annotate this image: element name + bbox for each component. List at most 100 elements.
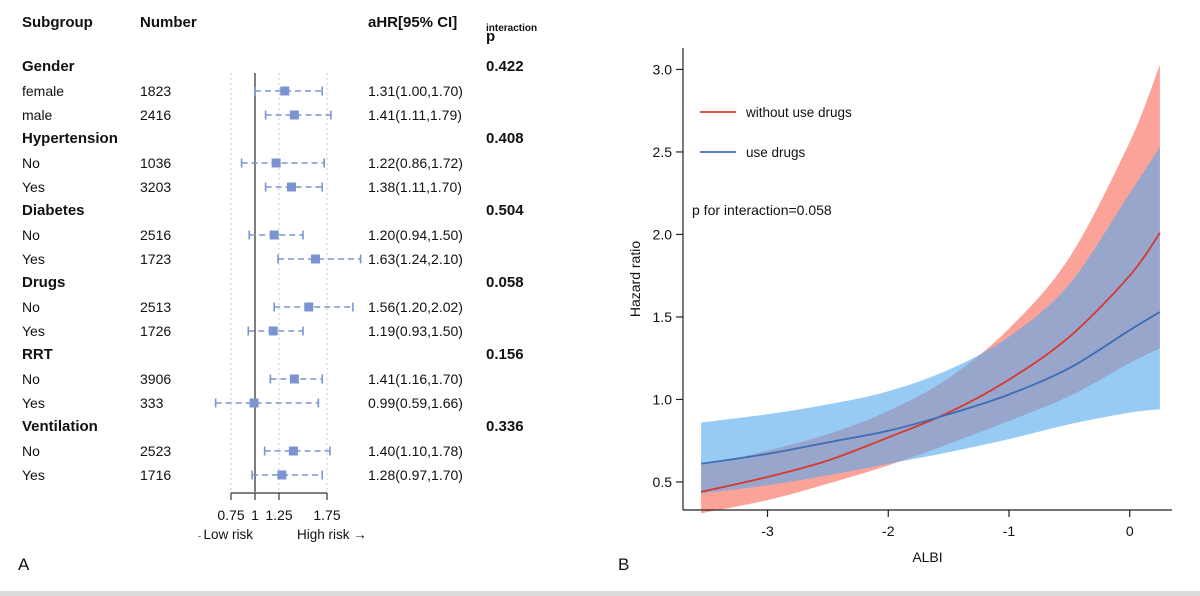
col-header-number: Number xyxy=(140,14,197,31)
subgroup-name: RRT xyxy=(22,346,53,363)
legend-label-without-use-drugs: without use drugs xyxy=(745,105,852,120)
subgroup-level: No xyxy=(22,299,40,315)
ahr-ci-value: 1.56(1.20,2.02) xyxy=(368,299,463,315)
n-value: 2513 xyxy=(140,299,172,315)
n-value: 1716 xyxy=(140,467,172,483)
n-value: 1726 xyxy=(140,323,172,339)
forest-tick-label: 1 xyxy=(251,507,259,523)
estimate-marker xyxy=(277,470,287,480)
subgroup-level: Yes xyxy=(22,467,45,483)
forest-group-row: Gender 0.422 xyxy=(0,55,600,79)
ahr-ci-value: 1.63(1.24,2.10) xyxy=(368,251,463,267)
col-header-ahr-ci: aHR[95% CI] xyxy=(368,14,458,31)
forest-item-row: No 1036 1.22(0.86,1.72) xyxy=(0,151,600,175)
estimate-marker xyxy=(289,374,299,384)
ahr-ci-value: 0.99(0.59,1.66) xyxy=(368,395,463,411)
forest-item-row: Yes 333 0.99(0.59,1.66) xyxy=(0,391,600,415)
col-header-subgroup: Subgroup xyxy=(22,14,93,31)
n-value: 3203 xyxy=(140,179,172,195)
estimate-marker xyxy=(249,398,259,408)
estimate-marker xyxy=(304,302,314,312)
estimate-marker xyxy=(271,158,281,168)
forest-group-row: RRT 0.156 xyxy=(0,343,600,367)
forest-group-row: Diabetes 0.504 xyxy=(0,199,600,223)
p-interaction-value: 0.058 xyxy=(486,274,524,291)
panel-label-a: A xyxy=(18,555,30,574)
legend-label-use-drugs: use drugs xyxy=(746,145,806,160)
y-tick-label: 1.0 xyxy=(653,391,673,407)
low-risk-annotation: ←Low risk xyxy=(198,527,253,542)
n-value: 333 xyxy=(140,395,164,411)
subgroup-level: male xyxy=(22,107,53,123)
p-interaction-value: 0.336 xyxy=(486,418,524,435)
n-value: 1723 xyxy=(140,251,172,267)
x-tick-label: -1 xyxy=(1003,523,1016,539)
p-interaction-value: 0.422 xyxy=(486,58,524,75)
p-interaction-value: 0.408 xyxy=(486,130,524,147)
y-axis-label: Hazard ratio xyxy=(627,241,643,317)
col-header-p-interaction: p interaction xyxy=(486,14,538,45)
forest-tick-label: 1.75 xyxy=(313,507,340,523)
subgroup-level: No xyxy=(22,371,40,387)
curve-panel: -3 -2 -1 0 0.5 1.0 1.5 2.0 2.5 3.0 without use dru… xyxy=(600,0,1200,596)
p-interaction-value: 0.504 xyxy=(486,202,524,219)
subgroup-level: No xyxy=(22,155,40,171)
n-value: 2516 xyxy=(140,227,172,243)
ahr-ci-value: 1.28(0.97,1.70) xyxy=(368,467,463,483)
y-tick-label: 3.0 xyxy=(653,61,673,77)
y-tick-label: 2.5 xyxy=(653,144,673,160)
subgroup-level: No xyxy=(22,443,40,459)
line-use-drugs xyxy=(700,311,1161,465)
ahr-ci-value: 1.41(1.11,1.79) xyxy=(368,107,462,123)
ci-band-use-drugs xyxy=(701,147,1160,494)
ahr-ci-value: 1.22(0.86,1.72) xyxy=(368,155,463,171)
line-without-use-drugs xyxy=(700,232,1161,493)
ahr-ci-value: 1.31(1.00,1.70) xyxy=(368,83,463,99)
p-sub-label: interaction xyxy=(486,23,538,34)
ahr-ci-value: 1.38(1.11,1.70) xyxy=(368,179,462,195)
subgroup-level: female xyxy=(22,83,65,99)
ahr-ci-value: 1.20(0.94,1.50) xyxy=(368,227,463,243)
forest-item-row: No 2523 1.40(1.10,1.78) xyxy=(0,439,600,463)
estimate-marker xyxy=(268,326,278,336)
forest-group-row: Drugs 0.058 xyxy=(0,271,600,295)
subgroup-level: No xyxy=(22,227,40,243)
forest-group-row: Hypertension 0.408 xyxy=(0,127,600,151)
subgroup-level: Yes xyxy=(22,395,45,411)
forest-item-row: female 1823 1.31(1.00,1.70) xyxy=(0,79,600,103)
y-tick-label: 0.5 xyxy=(653,474,673,490)
forest-item-row: male 2416 1.41(1.11,1.79) xyxy=(0,103,600,127)
high-risk-annotation: High risk → xyxy=(297,527,367,542)
forest-item-row: No 2513 1.56(1.20,2.02) xyxy=(0,295,600,319)
y-tick-label: 1.5 xyxy=(653,309,673,325)
x-axis-label: ALBI xyxy=(912,549,942,565)
forest-panel: Subgroup Number aHR[95% CI] p interaction… xyxy=(0,14,600,542)
p-interaction-annotation: p for interaction=0.058 xyxy=(692,202,832,218)
forest-item-row: Yes 1726 1.19(0.93,1.50) xyxy=(0,319,600,343)
ahr-ci-value: 1.19(0.93,1.50) xyxy=(368,323,463,339)
n-value: 2416 xyxy=(140,107,172,123)
estimate-marker xyxy=(280,86,290,96)
subgroup-level: Yes xyxy=(22,179,45,195)
n-value: 2523 xyxy=(140,443,172,459)
forest-group-row: Ventilation 0.336 xyxy=(0,415,600,439)
forest-item-row: Yes 3203 1.38(1.11,1.70) xyxy=(0,175,600,199)
subgroup-name: Drugs xyxy=(22,274,66,291)
forest-item-row: Yes 1723 1.63(1.24,2.10) xyxy=(0,247,600,271)
subgroup-name: Hypertension xyxy=(22,130,118,147)
subgroup-level: Yes xyxy=(22,323,45,339)
x-tick-label: -2 xyxy=(882,523,895,539)
y-tick-label: 2.0 xyxy=(653,226,673,242)
n-value: 1036 xyxy=(140,155,172,171)
ahr-ci-value: 1.40(1.10,1.78) xyxy=(368,443,463,459)
p-interaction-value: 0.156 xyxy=(486,346,524,363)
subgroup-name: Ventilation xyxy=(22,418,98,435)
x-tick-label: 0 xyxy=(1126,523,1134,539)
subgroup-name: Diabetes xyxy=(22,202,85,219)
forest-tick-label: 0.75 xyxy=(217,507,244,523)
subgroup-level: Yes xyxy=(22,251,45,267)
estimate-marker xyxy=(269,230,279,240)
n-value: 1823 xyxy=(140,83,172,99)
estimate-marker xyxy=(310,254,320,264)
estimate-marker xyxy=(286,182,296,192)
